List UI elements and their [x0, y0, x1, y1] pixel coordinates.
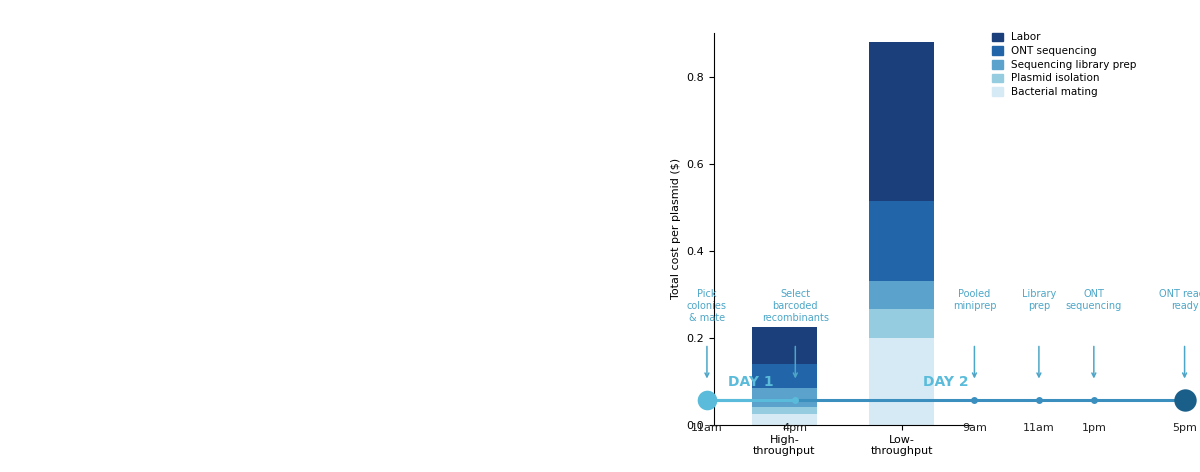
Text: Library
prep: Library prep	[1021, 289, 1056, 311]
Point	[697, 396, 716, 404]
Text: ONT
sequencing: ONT sequencing	[1066, 289, 1122, 311]
Point	[786, 396, 805, 404]
Bar	[752, 388, 817, 407]
Text: DAY 2: DAY 2	[923, 375, 968, 389]
Bar	[869, 42, 934, 201]
Point	[1175, 396, 1194, 404]
Text: 11am: 11am	[1024, 423, 1055, 433]
Bar	[869, 201, 934, 281]
Text: Select
barcoded
recombinants: Select barcoded recombinants	[762, 289, 829, 323]
Text: Pick
colonies
& mate: Pick colonies & mate	[686, 289, 727, 323]
Bar	[869, 281, 934, 310]
Bar	[752, 414, 817, 425]
Bar	[869, 310, 934, 338]
Text: 5pm: 5pm	[1172, 423, 1198, 433]
Point	[1085, 396, 1104, 404]
Bar	[752, 327, 817, 364]
Bar	[869, 338, 934, 425]
Bar	[752, 364, 817, 388]
Text: ONT reads
ready: ONT reads ready	[1159, 289, 1200, 311]
Point	[965, 396, 984, 404]
Text: Pooled
miniprep: Pooled miniprep	[953, 289, 996, 311]
Text: DAY 1: DAY 1	[728, 375, 774, 389]
Text: 9am: 9am	[962, 423, 986, 433]
Y-axis label: Total cost per plasmid ($): Total cost per plasmid ($)	[671, 159, 680, 299]
Legend: Labor, ONT sequencing, Sequencing library prep, Plasmid isolation, Bacterial mat: Labor, ONT sequencing, Sequencing librar…	[990, 30, 1139, 99]
Point	[1030, 396, 1049, 404]
Text: 11am: 11am	[691, 423, 722, 433]
Text: 1pm: 1pm	[1081, 423, 1106, 433]
Bar	[752, 407, 817, 414]
Text: 4pm: 4pm	[782, 423, 808, 433]
